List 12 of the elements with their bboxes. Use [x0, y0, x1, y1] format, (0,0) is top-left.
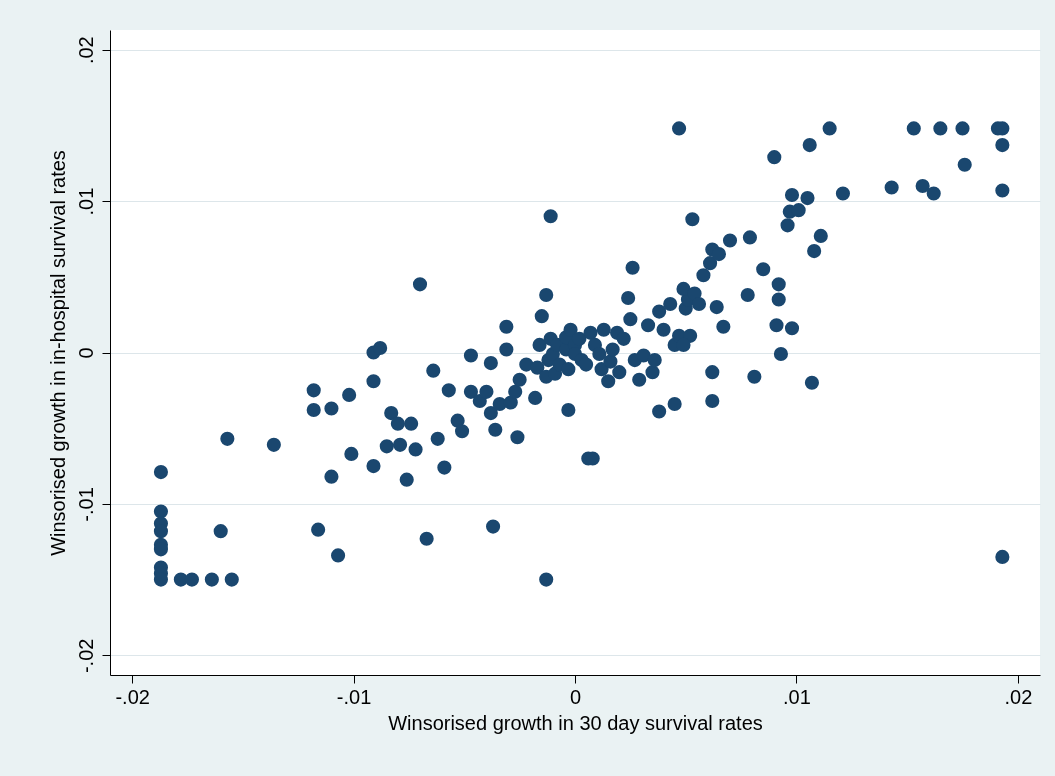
- x-tick-label: .01: [783, 685, 811, 708]
- y-tick-label: .01: [74, 187, 97, 216]
- y-tick-label: -.02: [74, 638, 97, 674]
- x-tick-label: -.01: [336, 685, 372, 708]
- x-tick-label: .02: [1004, 685, 1033, 708]
- x-axis-title: Winsorised growth in 30 day survival rates: [388, 711, 763, 734]
- y-axis-title: Winsorised growth in in-hospital survival rates: [46, 150, 69, 556]
- x-tick-label: 0: [569, 685, 582, 708]
- y-tick-label: .02: [74, 36, 97, 65]
- y-tick-label: 0: [74, 347, 97, 359]
- y-tick-label: -.01: [74, 487, 97, 522]
- x-tick-label: -.02: [115, 685, 150, 708]
